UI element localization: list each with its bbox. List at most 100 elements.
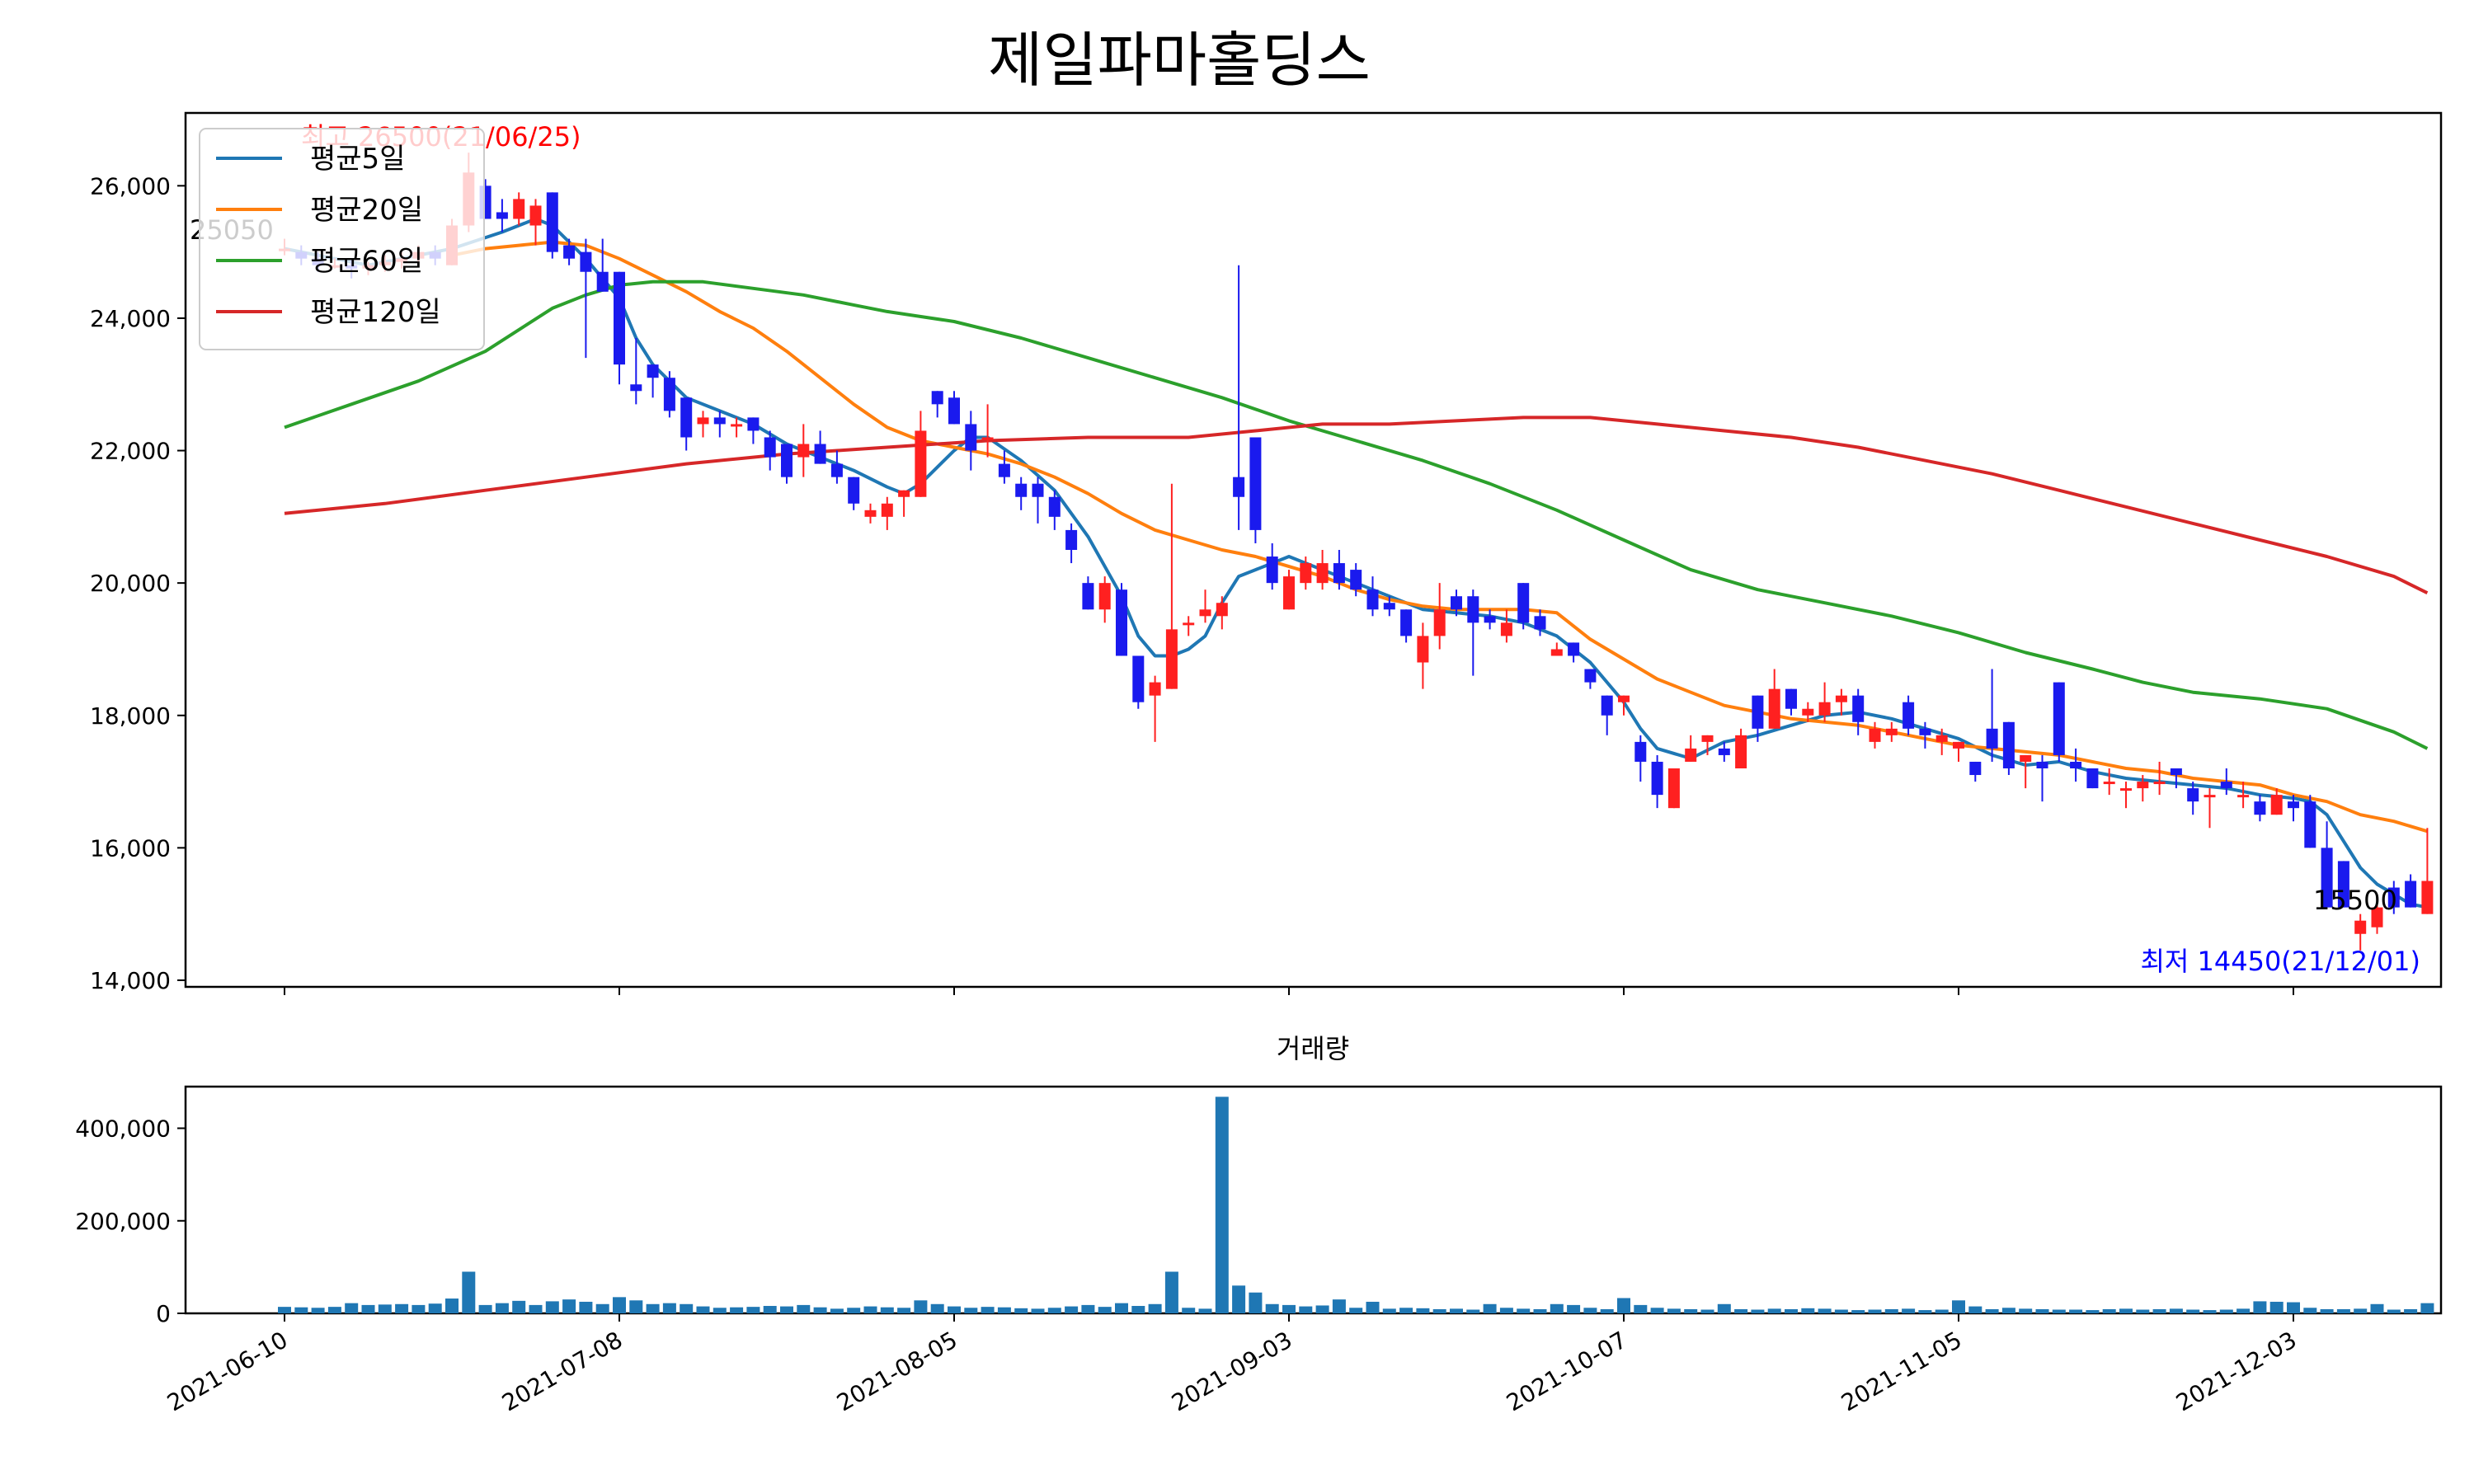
candle <box>1082 576 1094 610</box>
candle-body <box>1667 768 1680 809</box>
volume-bar <box>1466 1309 1480 1313</box>
candle <box>1417 622 1429 689</box>
volume-bar <box>1935 1309 1949 1313</box>
candle <box>1869 721 1881 749</box>
candle-body <box>998 463 1010 477</box>
price-y-tick-label: 20,000 <box>90 570 171 597</box>
volume-bar <box>395 1303 409 1313</box>
volume-bar <box>1098 1307 1112 1313</box>
volume-bar <box>1751 1309 1765 1313</box>
candle-body <box>1818 702 1831 716</box>
candle-body <box>1768 688 1780 729</box>
date-tick-label: 2021-09-03 <box>1167 1326 1296 1416</box>
volume-bar <box>1650 1308 1664 1313</box>
candle-body <box>1935 735 1948 742</box>
volume-bar <box>948 1306 961 1313</box>
volume-bar <box>1432 1308 1446 1313</box>
volume-bar <box>1583 1308 1597 1313</box>
volume-bar <box>1834 1309 1848 1313</box>
candle <box>1584 669 1597 689</box>
volume-bar <box>2169 1308 2183 1313</box>
candle <box>797 424 810 477</box>
candle <box>1350 563 1362 597</box>
candle-body <box>1098 583 1111 610</box>
candle <box>1568 642 1580 663</box>
candle-body <box>915 430 927 497</box>
candle-body <box>764 437 776 458</box>
volume-bar <box>1047 1308 1061 1313</box>
candle <box>2237 782 2250 809</box>
volume-bar <box>713 1308 727 1313</box>
candle-body <box>1467 596 1479 623</box>
volume-bar <box>662 1303 676 1313</box>
candle <box>1752 695 1764 742</box>
volume-bar <box>997 1307 1011 1313</box>
price-plot-frame <box>184 111 2443 989</box>
candle-body <box>1316 563 1329 584</box>
candle <box>663 371 675 418</box>
candle <box>1618 695 1630 716</box>
candle <box>1366 576 1379 617</box>
volume-bar <box>1533 1308 1547 1313</box>
legend-label-ma120: 평균120일 <box>310 296 441 329</box>
candle <box>1032 477 1044 524</box>
volume-bar <box>2269 1301 2284 1313</box>
volume-bar <box>646 1303 660 1313</box>
volume-bar <box>345 1303 359 1313</box>
candle <box>1199 589 1211 623</box>
candle <box>2254 795 2266 822</box>
volume-bar <box>1902 1308 1916 1313</box>
candle-body <box>1015 483 1028 497</box>
candle-body <box>1550 649 1563 656</box>
candle <box>1935 728 1948 755</box>
candle-body <box>2371 907 2383 928</box>
candle <box>915 411 927 497</box>
candle-body <box>881 503 893 517</box>
candle-body <box>1283 576 1295 610</box>
legend-label-ma20: 평균20일 <box>310 194 423 227</box>
candle-body <box>1366 589 1379 610</box>
candle-body <box>1701 735 1714 742</box>
candle <box>2120 782 2132 809</box>
volume-y-axis: 0 200,000 400,000 <box>75 1115 186 1327</box>
date-tick-label: 2021-06-10 <box>162 1326 292 1416</box>
volume-bar <box>2052 1309 2066 1313</box>
volume-bar <box>2001 1308 2015 1313</box>
candle <box>630 338 642 405</box>
candle <box>1098 576 1111 623</box>
candle-body <box>1451 596 1462 610</box>
candle <box>1216 596 1228 630</box>
price-y-tick-label: 18,000 <box>90 702 171 730</box>
candle-body <box>2220 782 2232 789</box>
candle <box>647 364 659 398</box>
candle-body <box>1484 616 1496 623</box>
volume-bar <box>1031 1308 1045 1313</box>
volume-bar <box>1014 1308 1028 1313</box>
candle-body <box>1534 616 1546 630</box>
candle <box>1685 735 1697 762</box>
volume-bar <box>696 1306 710 1313</box>
candle-body <box>1032 483 1044 497</box>
candle-body <box>1986 728 1998 749</box>
candle-body <box>1132 655 1145 702</box>
candle <box>1048 490 1061 530</box>
volume-bar <box>2404 1308 2418 1313</box>
candle-body <box>1216 603 1228 617</box>
volume-bar <box>863 1306 877 1313</box>
candle-body <box>1735 735 1747 768</box>
volume-bar <box>378 1304 392 1313</box>
candle-body <box>898 490 910 497</box>
candle-body <box>864 510 877 517</box>
candle-body <box>1885 728 1898 735</box>
candle-body <box>731 424 743 427</box>
ma-line <box>284 217 2428 909</box>
volume-bar <box>529 1304 543 1313</box>
candle-body <box>546 192 558 252</box>
volume-bar <box>680 1303 694 1313</box>
volume-bar <box>1517 1308 1531 1313</box>
volume-bar <box>2387 1309 2401 1313</box>
last-close-annotation: 15500 <box>2313 885 2397 916</box>
candle <box>764 430 776 471</box>
candle-body <box>1116 589 1127 656</box>
candle <box>2354 913 2367 951</box>
